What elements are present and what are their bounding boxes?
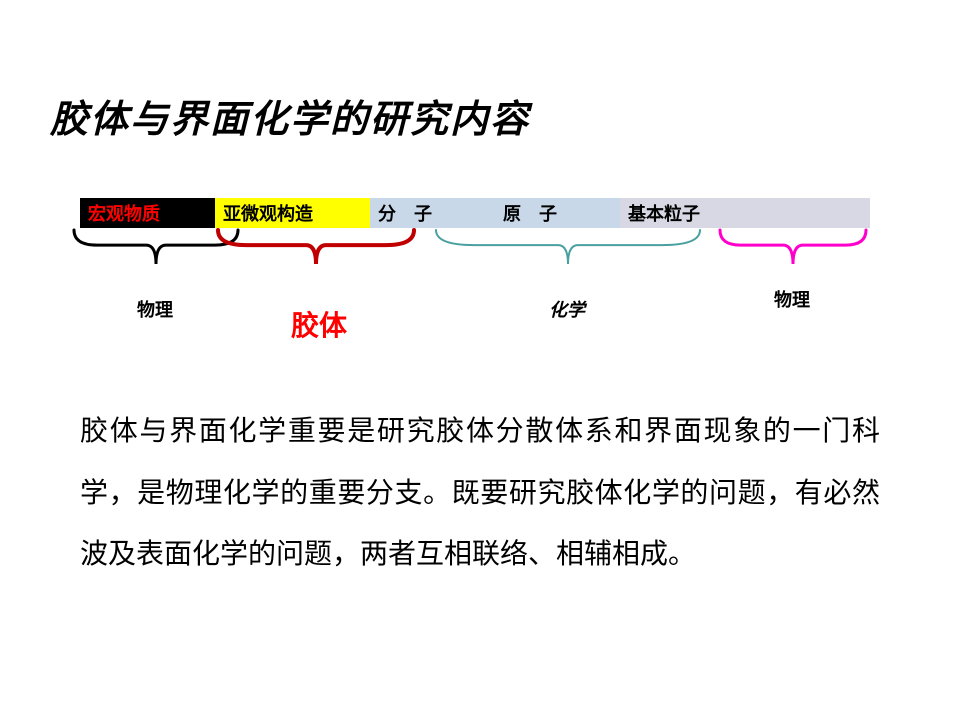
scale-segment-0: 宏观物质	[80, 198, 215, 228]
slide-title: 胶体与界面化学的研究内容	[50, 88, 530, 143]
brace-label-3: 物理	[774, 286, 810, 312]
brace-3	[718, 228, 868, 266]
scale-segment-3: 原 子	[495, 198, 620, 228]
body-paragraph: 胶体与界面化学重要是研究胶体分散体系和界面现象的一门科学，是物理化学的重要分支。…	[80, 400, 880, 585]
scale-bar: 宏观物质亚微观构造分 子原 子基本粒子	[80, 198, 870, 228]
brace-label-1: 胶体	[291, 304, 347, 344]
brace-label-2: 化学	[549, 296, 585, 322]
brace-0	[72, 228, 240, 266]
brace-label-0: 物理	[137, 296, 173, 322]
brace-1	[216, 228, 416, 266]
scale-segment-1: 亚微观构造	[215, 198, 370, 228]
scale-segment-2: 分 子	[370, 198, 495, 228]
brace-2	[434, 228, 702, 266]
scale-segment-4: 基本粒子	[620, 198, 870, 228]
